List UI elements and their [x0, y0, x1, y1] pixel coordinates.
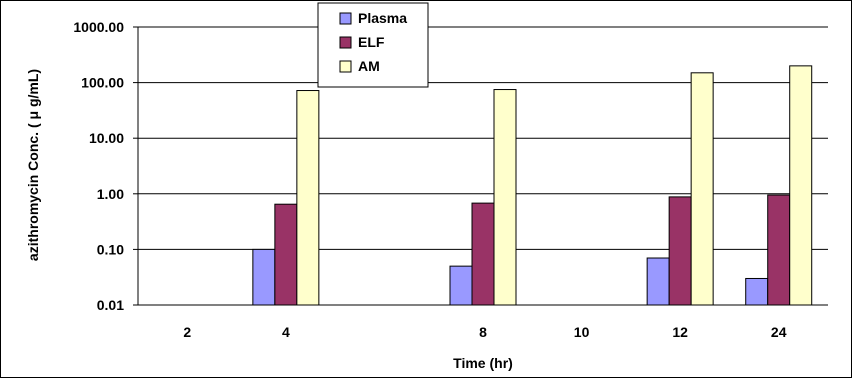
bar-elf [471, 202, 495, 306]
x-tick-label: 10 [574, 324, 590, 340]
y-tick-label: 10.00 [89, 130, 124, 146]
y-tick-label: 0.10 [97, 241, 124, 257]
bars-group [252, 65, 813, 306]
bar-am [789, 65, 813, 306]
legend-label-plasma: Plasma [358, 10, 407, 26]
legend-swatch-plasma [339, 12, 352, 25]
legend-swatch-elf [339, 36, 352, 49]
y-tick-label: 1.00 [97, 186, 124, 202]
bar-plasma [449, 265, 473, 306]
bar-plasma [646, 257, 670, 306]
x-tick-label: 4 [282, 324, 290, 340]
legend: Plasma ELF AM [317, 2, 429, 88]
y-tick-label: 0.01 [97, 297, 124, 313]
y-axis-title: azithromycin Conc. ( μ g/mL) [25, 69, 41, 261]
x-tick-label: 8 [479, 324, 487, 340]
x-tick-label: 12 [672, 324, 688, 340]
x-tick-label: 2 [183, 324, 191, 340]
axes-group [133, 26, 828, 306]
y-tick-label: 1000.00 [73, 19, 124, 35]
legend-box [317, 2, 429, 88]
legend-label-am: AM [358, 58, 380, 74]
bar-elf [274, 203, 298, 306]
x-axis-title: Time (hr) [453, 355, 513, 371]
bar-am [493, 89, 517, 306]
legend-swatch-am [339, 60, 352, 73]
bar-elf [767, 194, 791, 306]
bar-elf [668, 196, 692, 306]
bar-plasma [745, 277, 769, 306]
bar-am [690, 72, 714, 306]
y-tick-label: 100.00 [81, 75, 124, 91]
legend-label-elf: ELF [358, 34, 385, 50]
bar-am [296, 90, 320, 306]
x-tick-labels: 2 4 8 10 12 24 [183, 324, 786, 340]
y-tick-labels: 0.01 0.10 1.00 10.00 100.00 1000.00 [73, 19, 124, 313]
x-tick-label: 24 [771, 324, 787, 340]
bar-plasma [252, 248, 276, 306]
